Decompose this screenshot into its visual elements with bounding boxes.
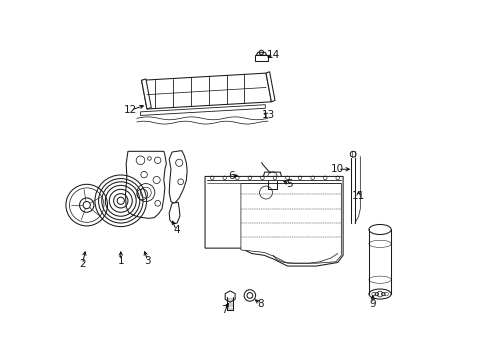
Text: 9: 9 — [369, 299, 375, 309]
Polygon shape — [204, 176, 343, 266]
Polygon shape — [265, 72, 274, 102]
Polygon shape — [225, 291, 235, 302]
Polygon shape — [169, 150, 187, 203]
Text: 4: 4 — [173, 225, 179, 235]
Ellipse shape — [368, 289, 390, 299]
Text: 7: 7 — [221, 305, 227, 315]
Text: 12: 12 — [123, 105, 137, 115]
Text: 6: 6 — [228, 171, 235, 181]
Ellipse shape — [368, 225, 390, 234]
Text: 8: 8 — [257, 299, 264, 309]
Text: 14: 14 — [267, 50, 280, 60]
Polygon shape — [241, 184, 341, 263]
Text: 11: 11 — [351, 191, 365, 201]
Polygon shape — [169, 202, 180, 224]
Text: 3: 3 — [144, 256, 151, 266]
Polygon shape — [125, 151, 166, 219]
Text: 2: 2 — [79, 259, 85, 269]
Polygon shape — [142, 73, 271, 109]
Text: 1: 1 — [117, 256, 124, 266]
Polygon shape — [263, 172, 281, 181]
Text: 5: 5 — [285, 179, 292, 189]
Text: 10: 10 — [330, 164, 344, 174]
Polygon shape — [142, 79, 151, 109]
Text: 13: 13 — [262, 111, 275, 121]
